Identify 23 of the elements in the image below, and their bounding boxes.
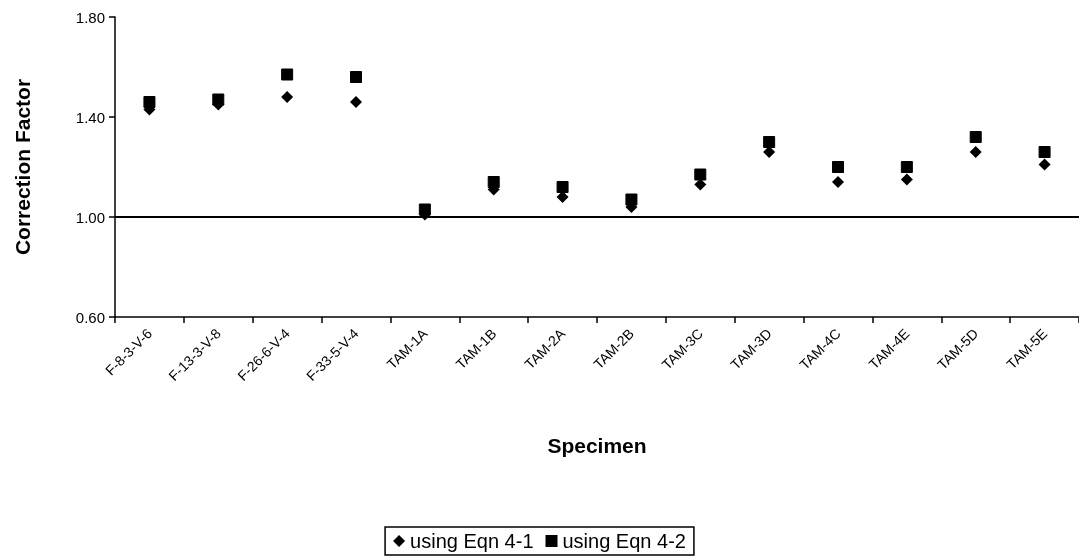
- point: [969, 146, 982, 158]
- legend-label: using Eqn 4-1: [410, 530, 534, 552]
- y-tick-label: 1.40: [75, 108, 105, 126]
- point: [1038, 146, 1051, 158]
- point: [969, 131, 982, 143]
- point: [900, 161, 913, 173]
- point: [763, 136, 776, 148]
- point: [832, 176, 844, 188]
- point: [281, 91, 294, 103]
- x-axis-title: Specimen: [547, 434, 647, 457]
- point: [1038, 158, 1051, 171]
- y-tick-label: 1.00: [75, 208, 105, 226]
- point: [900, 173, 913, 186]
- point: [694, 168, 707, 181]
- legend-label: using Eqn 4-2: [562, 530, 686, 552]
- point: [350, 96, 362, 108]
- point: [281, 68, 294, 81]
- y-tick-label: 1.80: [75, 8, 105, 26]
- point: [556, 181, 569, 193]
- point: [832, 161, 844, 173]
- point: [350, 71, 362, 83]
- y-tick-label: 0.60: [75, 308, 105, 326]
- y-axis-title: Correction Factor: [11, 78, 34, 256]
